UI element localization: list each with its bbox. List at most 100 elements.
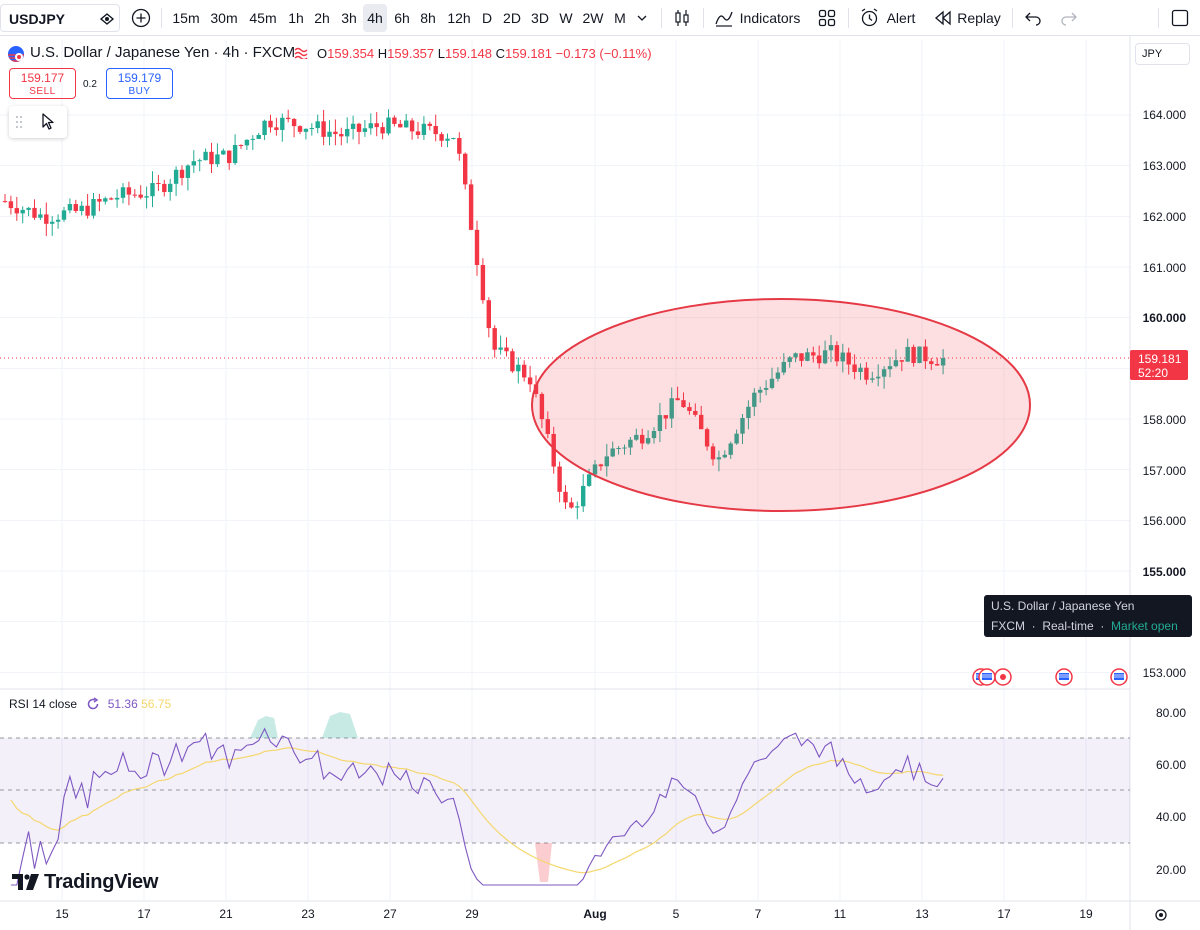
symbol-tooltip: U.S. Dollar / Japanese Yen FXCM · Real-t…	[984, 595, 1192, 637]
time-tick: 15	[55, 907, 69, 921]
replay-button[interactable]: Replay	[957, 10, 1001, 26]
interval-15m[interactable]: 15m	[172, 10, 200, 26]
drag-handle-icon[interactable]	[15, 115, 23, 129]
price-tick: 161.000	[1142, 261, 1186, 275]
symbol-compare-icon[interactable]	[99, 11, 115, 27]
interval-2w[interactable]: 2W	[582, 10, 604, 26]
interval-1h[interactable]: 1h	[288, 10, 304, 26]
alert-button[interactable]: Alert	[886, 10, 916, 26]
sell-label: SELL	[29, 86, 56, 97]
candle-body	[510, 351, 515, 372]
highlight-ellipse[interactable]	[531, 298, 1031, 512]
interval-2d[interactable]: 2D	[503, 10, 521, 26]
us-flag-icon	[978, 668, 996, 686]
candle-body	[881, 369, 887, 377]
tradingview-logo[interactable]: TradingView	[12, 871, 158, 894]
alert-icon[interactable]	[859, 7, 880, 28]
candle-body	[728, 443, 733, 455]
candle-body	[775, 372, 781, 379]
tooltip-title: U.S. Dollar / Japanese Yen	[991, 599, 1135, 613]
interval-w[interactable]: W	[559, 10, 573, 26]
interval-45m[interactable]: 45m	[249, 10, 277, 26]
candles-icon[interactable]	[672, 8, 692, 28]
interval-m[interactable]: M	[614, 10, 626, 26]
undo-icon[interactable]	[1024, 9, 1042, 27]
sell-button[interactable]: 159.177 SELL	[9, 68, 76, 99]
rsi-ma-value: 56.75	[141, 697, 172, 711]
candle-body	[79, 205, 84, 212]
rsi-lines-group	[10, 727, 944, 886]
rsi-label: RSI 14 close	[9, 697, 78, 711]
rsi-overbought-fill	[250, 716, 278, 738]
spread-value: 0.2	[83, 79, 97, 90]
candle-body	[262, 120, 267, 135]
chart-canvas[interactable]	[0, 36, 1200, 930]
rsi-line	[10, 727, 944, 886]
price-tick: 153.000	[1142, 666, 1186, 680]
candle-body	[527, 377, 533, 385]
candle-body	[309, 127, 314, 129]
interval-8h[interactable]: 8h	[420, 10, 436, 26]
candle-body	[138, 194, 143, 198]
rsi-tick: 40.00	[1155, 810, 1186, 824]
candle-body	[781, 361, 786, 373]
sell-price: 159.177	[20, 71, 65, 85]
candle-body	[427, 123, 432, 126]
candle-body	[333, 131, 338, 135]
data-source-icon[interactable]	[294, 47, 308, 59]
price-tick: 157.000	[1142, 464, 1186, 478]
symbol-search[interactable]: USDJPY	[0, 4, 120, 32]
interval-30m[interactable]: 30m	[210, 10, 238, 26]
candle-body	[557, 466, 562, 492]
replay-icon[interactable]	[934, 10, 952, 26]
candle-body	[185, 165, 191, 178]
tooltip-status-line: FXCM · Real-time · Market open	[991, 619, 1178, 633]
candle-body	[109, 198, 114, 200]
price-tick: 155.000	[1142, 565, 1186, 579]
rsi-value: 51.36	[107, 697, 138, 711]
interval-4h[interactable]: 4h	[363, 4, 387, 32]
drawing-toolbar	[9, 106, 67, 138]
interval-3d[interactable]: 3D	[531, 10, 549, 26]
fullscreen-icon[interactable]	[1170, 8, 1190, 28]
indicators-button[interactable]: Indicators	[739, 10, 801, 26]
interval-3h[interactable]: 3h	[341, 10, 357, 26]
candle-body	[864, 367, 869, 380]
candle-body	[657, 415, 663, 432]
cursor-arrow-icon[interactable]	[41, 112, 57, 132]
candle-body	[663, 415, 668, 419]
candle-body	[817, 355, 822, 364]
candle-body	[132, 194, 137, 196]
interval-12h[interactable]: 12h	[447, 10, 471, 26]
candle-body	[828, 345, 834, 351]
buy-button[interactable]: 159.179 BUY	[106, 68, 173, 99]
time-tick: 17	[137, 907, 151, 921]
candle-body	[569, 502, 574, 508]
tv-logo-icon	[12, 874, 39, 890]
candle-body	[604, 456, 609, 467]
chart-title: U.S. Dollar / Japanese Yen · 4h · FXCM	[30, 44, 296, 61]
refresh-icon[interactable]	[86, 697, 100, 711]
redo-icon[interactable]	[1060, 9, 1078, 27]
candle-body	[610, 448, 615, 457]
candle-body	[710, 446, 716, 460]
indicators-icon[interactable]	[714, 8, 734, 28]
symbol-flag-icon	[8, 46, 24, 62]
interval-2h[interactable]: 2h	[314, 10, 330, 26]
candle-body	[203, 151, 208, 161]
chevron-down-icon[interactable]	[636, 12, 648, 24]
plus-icon[interactable]	[131, 8, 151, 28]
buy-label: BUY	[128, 86, 151, 97]
current-price-label: 159.181 52:20	[1130, 350, 1188, 380]
top-toolbar: USDJPY 15m 30m 45m 1h 2h 3h 4h 6h 8h 12h…	[0, 0, 1200, 36]
candle-body	[675, 398, 680, 401]
candle-body	[50, 221, 55, 224]
candle-body	[126, 187, 132, 195]
ohlc-values: O159.354 H159.357 L159.148 C159.181 −0.1…	[317, 46, 652, 61]
currency-button[interactable]: JPY	[1135, 43, 1190, 65]
candle-body	[793, 353, 798, 358]
interval-6h[interactable]: 6h	[394, 10, 410, 26]
templates-icon[interactable]	[817, 8, 837, 28]
candle-body	[286, 117, 291, 119]
interval-d[interactable]: D	[481, 10, 493, 26]
